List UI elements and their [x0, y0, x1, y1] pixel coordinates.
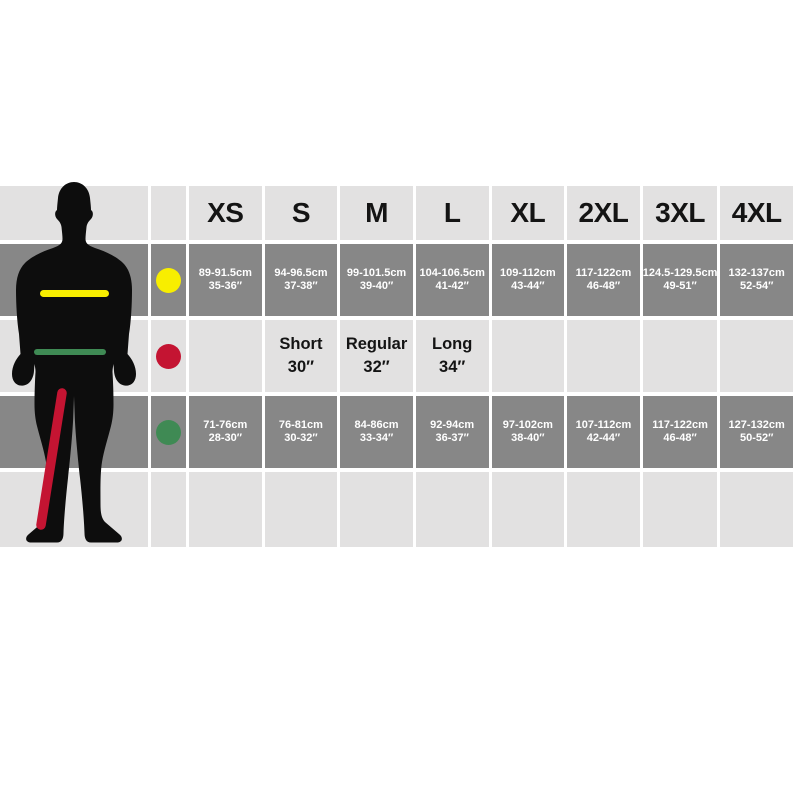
chest-l-in: 41-42″: [435, 280, 469, 292]
spacer-cell-m: [340, 472, 413, 547]
chest-2xl-in: 46-48″: [586, 280, 621, 292]
spacer-marker-cell: [151, 472, 186, 547]
size-column-header-2xl: 2XL: [567, 186, 640, 240]
chest-xl-in: 43-44″: [511, 280, 545, 292]
leg-cell-2xl: [567, 320, 640, 392]
inside-leg-measure-line: [36, 388, 67, 530]
waist-4xl-in: 50-52″: [739, 432, 774, 444]
chest-cell-3xl: 124.5-129.5cm 49-51″: [642, 244, 718, 316]
chest-3xl-in: 49-51″: [663, 280, 697, 292]
waist-cell-xs: 71-76cm 28-30″: [189, 396, 262, 468]
waist-xl-cm: 97-102cm: [502, 418, 553, 431]
spacer-cell-3xl: [642, 472, 718, 547]
chest-xl-cm: 109-112cm: [499, 266, 556, 279]
leg-m-fit: Regular: [345, 335, 408, 353]
size-column-header-xl: XL: [491, 186, 565, 240]
chest-s-in: 37-38″: [284, 280, 318, 292]
chest-cell-4xl: 132-137cm 52-54″: [720, 244, 793, 316]
spacer-cell-2xl: [567, 472, 640, 547]
waist-l-cm: 92-94cm: [430, 418, 475, 431]
waist-2xl-cm: 107-112cm: [575, 418, 632, 431]
spacer-cell-xl: [491, 472, 565, 547]
waist-cell-s: 76-81cm 30-32″: [264, 396, 338, 468]
chest-cell-s: 94-96.5cm 37-38″: [264, 244, 338, 316]
leg-m-in: 32″: [363, 358, 390, 376]
chest-measure-line: [40, 290, 109, 297]
leg-cell-xl: [491, 320, 565, 392]
size-column-header-3xl: 3XL: [642, 186, 718, 240]
spacer-cell-xs: [189, 472, 262, 547]
red-dot-icon: [156, 343, 181, 369]
leg-l-in: 34″: [439, 358, 466, 376]
chest-xs-cm: 89-91.5cm: [198, 266, 252, 279]
leg-cell-3xl: [642, 320, 718, 392]
chest-4xl-in: 52-54″: [739, 280, 774, 292]
waist-cell-2xl: 107-112cm 42-44″: [567, 396, 640, 468]
waist-cell-xl: 97-102cm 38-40″: [491, 396, 565, 468]
waist-measure-line: [34, 349, 106, 355]
chest-l-cm: 104-106.5cm: [419, 266, 485, 279]
chest-m-cm: 99-101.5cm: [346, 266, 407, 279]
size-column-header-m: M: [340, 186, 413, 240]
chest-2xl-cm: 117-122cm: [575, 266, 632, 279]
waist-xs-in: 28-30″: [208, 432, 243, 444]
spacer-figure-cell: [0, 472, 148, 547]
chest-cell-xs: 89-91.5cm 35-36″: [189, 244, 262, 316]
chest-xs-in: 35-36″: [208, 280, 243, 292]
waist-s-in: 30-32″: [284, 432, 318, 444]
chest-cell-l: 104-106.5cm 41-42″: [415, 244, 489, 316]
chest-m-in: 39-40″: [359, 280, 394, 292]
spacer-cell-4xl: [720, 472, 793, 547]
size-table: XS S M L XL 2XL 3XL 4XL 89-91.5cm 35-36″ …: [0, 186, 793, 547]
waist-3xl-cm: 117-122cm: [652, 418, 708, 431]
waist-cell-l: 92-94cm 36-37″: [415, 396, 489, 468]
waist-cell-4xl: 127-132cm 50-52″: [720, 396, 793, 468]
chest-3xl-cm: 124.5-129.5cm: [642, 266, 718, 279]
waist-row-marker-cell: [151, 396, 186, 468]
size-column-header-s: S: [264, 186, 338, 240]
chest-cell-m: 99-101.5cm 39-40″: [340, 244, 413, 316]
leg-l-fit: Long: [432, 335, 473, 353]
chest-cell-xl: 109-112cm 43-44″: [491, 244, 565, 316]
leg-cell-l: Long 34″: [415, 320, 489, 392]
chest-s-cm: 94-96.5cm: [274, 266, 328, 279]
yellow-dot-icon: [156, 267, 181, 293]
waist-2xl-in: 42-44″: [586, 432, 621, 444]
leg-s-in: 30″: [287, 358, 315, 376]
chest-4xl-cm: 132-137cm: [728, 266, 785, 279]
marker-column-header-cell: [151, 186, 186, 240]
size-column-header-4xl: 4XL: [720, 186, 793, 240]
waist-s-cm: 76-81cm: [278, 418, 323, 431]
spacer-cell-l: [415, 472, 489, 547]
leg-cell-s: Short 30″: [264, 320, 338, 392]
waist-cell-3xl: 117-122cm 46-48″: [642, 396, 718, 468]
leg-cell-4xl: [720, 320, 793, 392]
waist-xs-cm: 71-76cm: [203, 418, 248, 431]
size-column-header-l: L: [415, 186, 489, 240]
green-dot-icon: [156, 419, 181, 445]
waist-3xl-in: 46-48″: [663, 432, 697, 444]
waist-m-in: 33-34″: [359, 432, 394, 444]
chest-row-marker-cell: [151, 244, 186, 316]
body-shape: [12, 182, 136, 543]
leg-cell-xs: [189, 320, 262, 392]
chest-cell-2xl: 117-122cm 46-48″: [567, 244, 640, 316]
waist-l-in: 36-37″: [435, 432, 469, 444]
waist-4xl-cm: 127-132cm: [728, 418, 785, 431]
waist-m-cm: 84-86cm: [354, 418, 399, 431]
waist-row-figure-cell: [0, 396, 148, 468]
waist-cell-m: 84-86cm 33-34″: [340, 396, 413, 468]
spacer-cell-s: [264, 472, 338, 547]
waist-xl-in: 38-40″: [511, 432, 545, 444]
leg-s-fit: Short: [279, 335, 323, 353]
leg-cell-m: Regular 32″: [340, 320, 413, 392]
male-body-silhouette-icon: [12, 182, 136, 543]
leg-row-marker-cell: [151, 320, 186, 392]
size-column-header-xs: XS: [189, 186, 262, 240]
